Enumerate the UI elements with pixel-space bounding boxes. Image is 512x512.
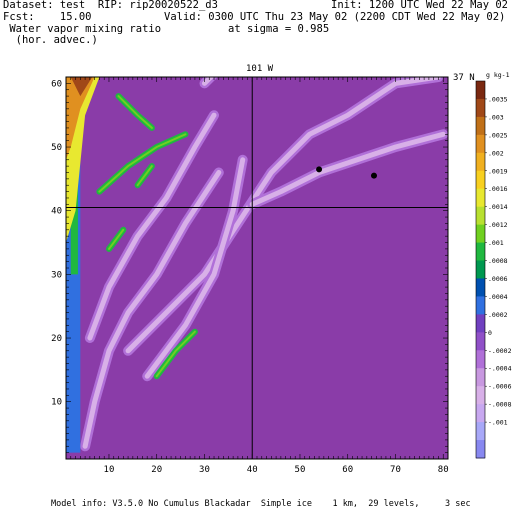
x-tick-label-40: 40 (247, 465, 258, 475)
colorbar-label-1: .003 (488, 113, 504, 121)
colorbar-label-16: -.0006 (488, 383, 512, 391)
field-streak-core-0 (117, 95, 153, 129)
colorbar-swatch-19 (476, 422, 485, 441)
contour-field (66, 77, 448, 459)
colorbar-label-9: .0008 (488, 257, 508, 265)
axis-ticks: 10 20 30 40 50 60 70 80 10 20 30 40 50 60 (51, 77, 449, 475)
init-line: Init: 1200 UTC Wed 22 May 02 (331, 0, 509, 11)
colorbar-swatch-8 (476, 224, 485, 244)
x-tick-label-10: 10 (104, 465, 115, 475)
colorbar-swatch-13 (476, 314, 485, 333)
colorbar-label-5: .0016 (488, 185, 508, 193)
crosshair-lat-label: 37 N (453, 73, 475, 83)
colorbar-swatch-1 (476, 98, 485, 118)
x-tick-label-20: 20 (151, 465, 162, 475)
corner-orange (66, 77, 95, 160)
y-tick-label-30: 30 (51, 270, 62, 280)
colorbar-swatch-10 (476, 260, 485, 279)
dataset-line: Dataset: test RIP: rip20020522_d3 (3, 0, 218, 11)
colorbar-swatch-15 (476, 350, 485, 369)
field-streak-core-1 (98, 133, 187, 193)
x-tick-label-30: 30 (199, 465, 210, 475)
crosshair-lon-label: 101 W (246, 64, 274, 74)
colorbar-swatch-6 (476, 188, 485, 208)
colorbar-swatch-4 (476, 152, 485, 172)
colorbar-swatch-20 (476, 440, 485, 459)
colorbar-label-15: -.0004 (488, 365, 512, 373)
field-band-6-1 (202, 77, 215, 86)
field-streak-core-3 (155, 330, 196, 378)
colorbar-label-3: .002 (488, 149, 504, 157)
colorbar-label-14: -.0002 (488, 347, 512, 355)
colorbar-swatch-16 (476, 368, 485, 387)
colorbar-label-10: .0006 (488, 275, 508, 283)
field-band-3-1 (82, 170, 222, 449)
fcst-line: Fcst: 15.00 (3, 11, 92, 23)
field-band-2-1 (144, 157, 246, 379)
colorbar-label-11: .0004 (488, 293, 508, 301)
field-subtitle: (hor. advec.) (3, 34, 98, 46)
valid-line: Valid: 0300 UTC Thu 23 May 02 (2200 CDT … (164, 11, 506, 23)
colorbar-label-18: -.001 (488, 419, 508, 427)
colorbar-label-17: -.0008 (488, 401, 512, 409)
x-tick-label-50: 50 (295, 465, 306, 475)
y-tick-label-20: 20 (51, 334, 62, 344)
colorbar-swatch-3 (476, 134, 485, 154)
x-tick-label-80: 80 (438, 465, 449, 475)
colorbar-swatch-12 (476, 296, 485, 315)
colorbar-frame (475, 80, 486, 459)
colorbar-label-13: 0 (488, 329, 492, 337)
colorbar-swatch-0 (476, 81, 485, 100)
colorbar-label-6: .0014 (488, 203, 508, 211)
marker-0 (316, 166, 323, 173)
model-info: Model info: V3.5.0 No Cumulus Blackadar … (51, 499, 471, 509)
sigma-line: at sigma = 0.985 (228, 23, 330, 35)
field-band-4-1 (249, 131, 446, 207)
crosshair (66, 77, 448, 459)
marker-1 (370, 172, 377, 179)
markers (316, 166, 377, 179)
field-band-0-1 (125, 77, 441, 354)
colorbar-swatch-2 (476, 116, 485, 136)
field-band-6-0 (199, 77, 218, 89)
x-tick-label-60: 60 (342, 465, 353, 475)
y-tick-label-40: 40 (51, 207, 62, 217)
colorbar-label-4: .0019 (488, 167, 508, 175)
field-streak-core-2 (108, 228, 125, 250)
colorbar-swatch-9 (476, 242, 485, 262)
colorbar-label-12: .0002 (488, 311, 508, 319)
x-tick-label-70: 70 (390, 465, 401, 475)
colorbar-label-7: .0012 (488, 221, 508, 229)
colorbar-swatch-7 (476, 206, 485, 226)
field-name: Water vapor mixing ratio (3, 23, 162, 35)
colorbar-swatch-5 (476, 170, 485, 190)
colorbar-units: g kg-1 (486, 71, 510, 79)
field-streak-core-4 (136, 165, 153, 187)
field-band-5-0 (80, 77, 91, 89)
y-tick-label-50: 50 (51, 143, 62, 153)
y-tick-label-60: 60 (51, 79, 62, 89)
colorbar: .0035 .003 .0025 .002 .0019 .0016 .0014 .0012 .0… (475, 80, 512, 459)
colorbar-label-0: .0035 (488, 95, 508, 103)
colorbar-swatch-18 (476, 404, 485, 423)
colorbar-swatch-11 (476, 278, 485, 297)
colorbar-label-8: .001 (488, 239, 504, 247)
field-band-1-1 (87, 112, 217, 341)
y-tick-label-10: 10 (51, 398, 62, 408)
corner-brown (70, 77, 93, 97)
colorbar-label-2: .0025 (488, 131, 508, 139)
colorbar-swatch-17 (476, 386, 485, 405)
field-band-5-1 (82, 77, 89, 86)
field-background (66, 77, 448, 459)
colorbar-swatch-14 (476, 332, 485, 351)
